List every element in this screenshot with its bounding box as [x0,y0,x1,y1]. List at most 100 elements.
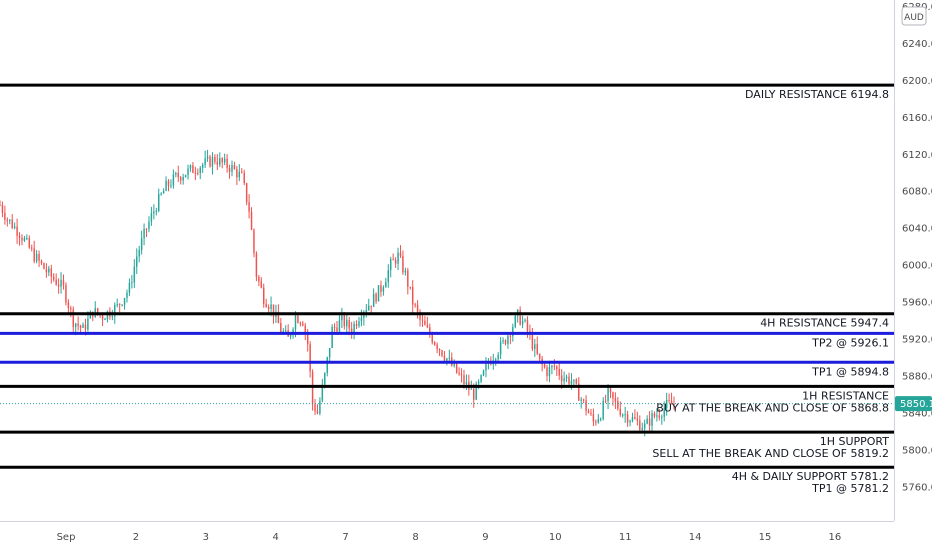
candle-body [648,418,651,426]
candle [597,413,600,424]
candle [177,165,180,183]
candle [123,297,126,310]
candle [226,154,228,173]
candle-body [35,253,38,262]
candle [458,367,460,376]
current-price-tag: 5850.1 [895,396,932,412]
candle-body [658,415,661,418]
candle [1,201,4,218]
candle-body [221,158,223,163]
candle [248,194,250,219]
candle-body [265,303,267,307]
candle [668,393,670,403]
candle-body [348,319,350,329]
candle-body [473,388,475,400]
candle-body [111,316,114,318]
currency-button-box[interactable] [901,6,927,26]
price-tick-label: 6000.0 [902,261,932,272]
candle-body [651,413,653,426]
candle-body [179,177,182,181]
candle [57,278,60,294]
candle-body [263,287,265,304]
candle-body [382,287,385,292]
candle [245,182,248,206]
candle-body [668,399,670,401]
candle [380,280,382,297]
time-axis[interactable]: Sep 2 3 4 7 8 9 10 11 14 15 16 [57,532,842,543]
candle [214,154,216,165]
level-0[interactable]: DAILY RESISTANCE 6194.8 [0,83,894,101]
candle-body [524,319,526,322]
candle-body [316,411,319,414]
candle-body [521,321,524,325]
candle [460,368,463,383]
candle [31,244,33,252]
candle [284,325,287,333]
level-3[interactable]: TP1 @ 5894.8 [0,360,894,378]
candle-body [133,266,136,283]
candle [48,265,50,277]
candle-body [656,415,658,417]
level-2[interactable]: TP2 @ 5926.1 [0,331,894,349]
candle-body [385,281,387,288]
candle-body [204,158,206,165]
candle-body [270,304,272,309]
candle [302,320,304,327]
candle-body [419,311,421,320]
candle [65,282,67,306]
candle-body [580,399,582,401]
candle [231,160,233,177]
candle [155,207,158,216]
candle-body [172,174,175,186]
candle [131,274,133,289]
candle [118,303,121,313]
candle-body [140,238,143,251]
candle [209,154,211,168]
candle-body [431,334,433,343]
candle [509,333,512,345]
candle-body [272,304,275,317]
time-tick-label: 14 [689,532,702,543]
level-1[interactable]: 4H RESISTANCE 5947.4 [0,312,894,330]
candle [636,411,639,426]
candle [658,409,661,421]
price-tick-label: 6240.0 [902,39,932,50]
candle-body [556,366,558,369]
candle [321,378,324,403]
candle [326,356,328,377]
candle [438,348,441,357]
candle [631,412,634,423]
candle-body [526,319,529,332]
candle [389,256,392,278]
currency-button[interactable]: AUD [901,6,927,26]
price-axis[interactable]: 6280.06240.06200.06160.06120.06080.06040… [902,2,932,493]
candle [629,419,631,427]
candle [258,275,260,287]
candle-body [458,372,460,375]
candle [250,207,253,231]
candle [353,321,355,340]
candle [153,204,155,220]
candle-body [21,237,23,241]
candle [260,277,263,289]
candle-body [187,168,189,175]
candle-body [228,167,231,172]
candle [424,315,426,326]
candle-body [509,335,512,337]
candle-body [231,164,233,172]
candle [267,304,270,313]
candle-body [631,417,634,421]
candle-body [504,340,507,344]
candle-body [84,324,87,330]
candle-body [309,344,311,372]
candle [243,169,245,186]
candle-body [9,219,11,221]
candle [194,166,197,181]
candle-body [590,413,592,415]
candle-body [201,164,204,168]
